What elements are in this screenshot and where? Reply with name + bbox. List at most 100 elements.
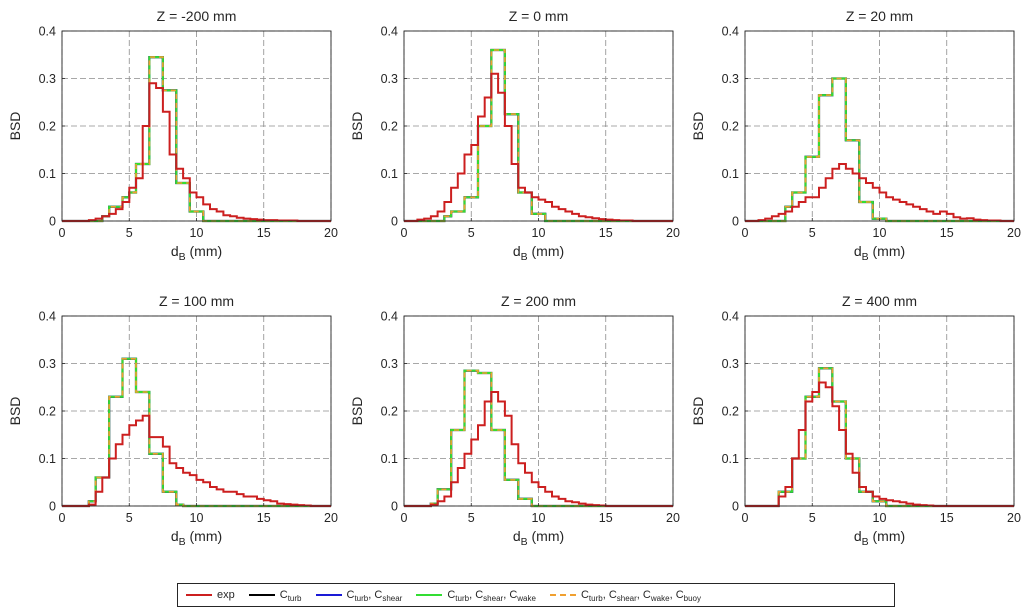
x-tick-label: 10: [532, 511, 546, 525]
subplot-title: Z = 20 mm: [846, 8, 913, 24]
subplot-title: Z = 200 mm: [501, 293, 576, 309]
x-tick-label: 0: [742, 226, 749, 240]
y-tick-label: 0.4: [39, 25, 56, 39]
subplot-title: Z = 0 mm: [509, 8, 569, 24]
y-tick-label: 0.4: [381, 25, 398, 39]
y-tick-label: 0.1: [39, 167, 56, 181]
series-exp: [404, 72, 673, 222]
y-tick-label: 0.3: [39, 72, 56, 86]
legend-item: Cturb, Cshear, Cwake: [416, 589, 536, 603]
y-axis-label: BSD: [690, 397, 706, 426]
x-axis-label: dB (mm): [513, 528, 564, 548]
y-tick-label: 0.3: [381, 72, 398, 86]
x-tick-label: 10: [873, 511, 887, 525]
legend-swatch: [315, 594, 342, 596]
y-tick-label: 0: [391, 215, 398, 229]
x-tick-label: 10: [873, 226, 887, 240]
y-tick-label: 0.2: [722, 120, 739, 134]
x-tick-label: 0: [742, 511, 749, 525]
subplot-5: 0 5 10 15 20 0 0.1 0.2 0.3 0.4 Z = 200 mm dB (mm) BS…: [349, 293, 680, 548]
x-tick-label: 20: [324, 511, 338, 525]
x-tick-label: 10: [190, 226, 204, 240]
legend-item: Cturb, Cshear, Cwake, Cbuoy: [549, 589, 701, 603]
x-tick-label: 15: [257, 226, 271, 240]
x-tick-label: 20: [666, 511, 680, 525]
legend-label: Cturb: [279, 589, 302, 603]
legend-item: Cturb: [248, 589, 302, 603]
x-tick-label: 5: [126, 511, 133, 525]
x-axis-label: dB (mm): [854, 528, 905, 548]
x-tick-label: 15: [257, 511, 271, 525]
legend-swatch: [186, 594, 212, 596]
y-tick-label: 0.4: [39, 310, 56, 324]
y-axis-label: BSD: [7, 112, 23, 141]
x-tick-label: 0: [401, 511, 408, 525]
legend-item: exp: [186, 589, 235, 601]
legend: exp Cturb Cturb, Cshear Cturb, Cshear, Cwak…: [177, 583, 895, 607]
x-tick-label: 5: [468, 226, 475, 240]
y-tick-label: 0.2: [39, 405, 56, 419]
x-axis-label: dB (mm): [513, 243, 564, 263]
y-tick-label: 0.3: [39, 357, 56, 371]
y-axis-label: BSD: [7, 397, 23, 426]
series-exp: [404, 391, 673, 507]
x-tick-label: 5: [126, 226, 133, 240]
y-tick-label: 0.3: [381, 357, 398, 371]
y-tick-label: 0.4: [381, 310, 398, 324]
y-tick-label: 0.2: [722, 405, 739, 419]
y-tick-label: 0.1: [722, 452, 739, 466]
x-tick-label: 5: [809, 511, 816, 525]
series-exp: [62, 414, 331, 507]
legend-label: exp: [217, 589, 235, 601]
subplot-2: 0 5 10 15 20 0 0.1 0.2 0.3 0.4 Z = 0 mm dB (mm) BSD: [349, 8, 680, 263]
y-tick-label: 0.3: [722, 357, 739, 371]
subplot-3: 0 5 10 15 20 0 0.1 0.2 0.3 0.4 Z = 20 mm dB (mm) BSD: [690, 8, 1021, 263]
y-tick-label: 0.1: [381, 167, 398, 181]
y-tick-label: 0.3: [722, 72, 739, 86]
legend-label: Cturb, Cshear: [346, 589, 403, 603]
x-tick-label: 20: [1007, 511, 1021, 525]
x-axis-label: dB (mm): [854, 243, 905, 263]
series-exp: [62, 82, 331, 222]
x-tick-label: 5: [809, 226, 816, 240]
x-tick-label: 0: [59, 511, 66, 525]
legend-swatch: [248, 594, 275, 596]
legend-swatch: [549, 594, 576, 596]
y-tick-label: 0.1: [381, 452, 398, 466]
y-tick-label: 0: [391, 500, 398, 514]
subplot-title: Z = 100 mm: [159, 293, 234, 309]
y-tick-label: 0.2: [381, 405, 398, 419]
x-tick-label: 15: [599, 511, 613, 525]
subplot-title: Z = 400 mm: [842, 293, 917, 309]
x-tick-label: 15: [940, 511, 954, 525]
y-tick-label: 0.4: [722, 310, 739, 324]
series-c-turb-shear-wake-buoy: [404, 369, 673, 507]
subplot-6: 0 5 10 15 20 0 0.1 0.2 0.3 0.4 Z = 400 mm dB (mm) BS…: [690, 293, 1021, 548]
x-axis-label: dB (mm): [171, 528, 222, 548]
x-tick-label: 5: [468, 511, 475, 525]
y-tick-label: 0.1: [39, 452, 56, 466]
x-tick-label: 20: [666, 226, 680, 240]
y-axis-label: BSD: [349, 397, 365, 426]
x-tick-label: 10: [532, 226, 546, 240]
y-tick-label: 0: [49, 215, 56, 229]
legend-label: Cturb, Cshear, Cwake: [447, 589, 536, 603]
legend-label: Cturb, Cshear, Cwake, Cbuoy: [580, 589, 701, 603]
y-axis-label: BSD: [349, 112, 365, 141]
series-exp: [745, 163, 1014, 222]
y-tick-label: 0.1: [722, 167, 739, 181]
x-tick-label: 20: [1007, 226, 1021, 240]
y-tick-label: 0.2: [39, 120, 56, 134]
subplot-4: 0 5 10 15 20 0 0.1 0.2 0.3 0.4 Z = 100 mm dB (mm) BS…: [7, 293, 338, 548]
y-tick-label: 0: [49, 500, 56, 514]
subplot-1: 0 5 10 15 20 0 0.1 0.2 0.3 0.4 Z = -200 mm dB (mm) B…: [7, 8, 338, 263]
y-axis-label: BSD: [690, 112, 706, 141]
x-tick-label: 10: [190, 511, 204, 525]
x-tick-label: 0: [59, 226, 66, 240]
y-tick-label: 0.2: [381, 120, 398, 134]
y-tick-label: 0: [732, 215, 739, 229]
x-axis-label: dB (mm): [171, 243, 222, 263]
y-tick-label: 0.4: [722, 25, 739, 39]
x-tick-label: 20: [324, 226, 338, 240]
